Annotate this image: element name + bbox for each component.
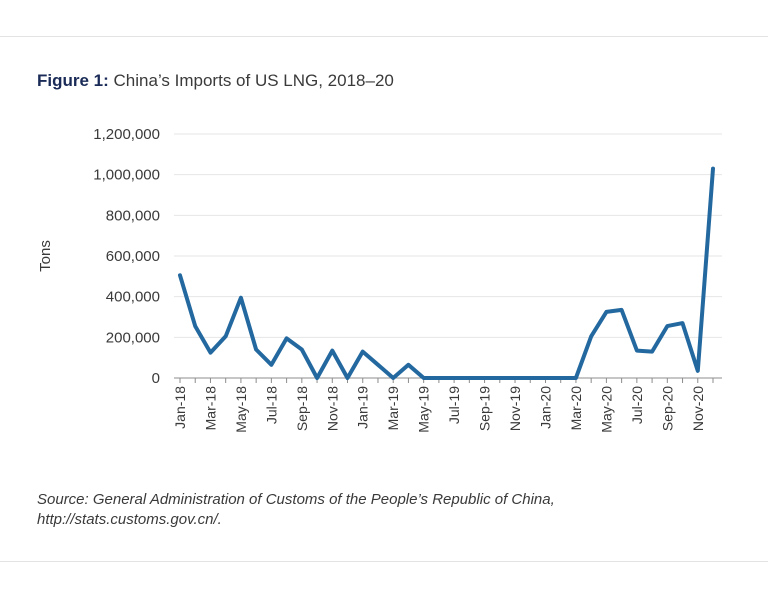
figure-label: Figure 1:	[37, 71, 109, 90]
x-tick-label: Nov-20	[690, 386, 706, 431]
y-tick-label: 600,000	[106, 248, 160, 265]
figure-title-text: China’s Imports of US LNG, 2018–20	[113, 71, 394, 90]
bottom-divider	[0, 561, 768, 562]
x-tick-label: May-18	[233, 386, 249, 433]
line-chart: 0 200,000 400,000 600,000 800,000 1,000,000 1,…	[37, 126, 722, 433]
y-axis-ticks: 0 200,000 400,000 600,000 800,000 1,000,000 1,…	[93, 126, 160, 387]
y-tick-label: 400,000	[106, 289, 160, 306]
x-tick-label: May-20	[598, 386, 614, 433]
x-tick-label: Jul-20	[629, 386, 645, 424]
y-axis-label: Tons	[37, 240, 54, 272]
source-note: Source: General Administration of Custom…	[37, 490, 737, 530]
x-tick-label: May-19	[416, 386, 432, 433]
top-divider	[0, 36, 768, 37]
x-tick-label: Nov-18	[324, 386, 340, 431]
x-tick-label: Mar-20	[568, 386, 584, 431]
x-tick-label: Jan-19	[355, 386, 371, 429]
x-tick-label: Mar-19	[385, 386, 401, 431]
y-tick-label: 800,000	[106, 207, 160, 224]
gridlines	[174, 133, 722, 338]
y-tick-label: 1,200,000	[93, 126, 160, 143]
figure-title: Figure 1: China’s Imports of US LNG, 201…	[37, 71, 394, 91]
x-axis: Jan-18 Mar-18 May-18 Jul-18 Sep-18 Nov-18 Jan-…	[172, 377, 722, 433]
x-tick-label: Sep-20	[659, 386, 675, 431]
x-tick-label: Mar-18	[202, 386, 218, 431]
x-tick-label: Jul-19	[446, 386, 462, 424]
x-tick-label: Sep-19	[477, 386, 493, 431]
x-tick-label: Jan-18	[172, 386, 188, 429]
source-line-2: http://stats.customs.gov.cn/.	[37, 511, 222, 528]
x-tick-label: Sep-18	[294, 386, 310, 431]
x-tick-label: Jul-18	[263, 386, 279, 424]
y-tick-label: 0	[152, 370, 160, 387]
x-tick-label: Nov-19	[507, 386, 523, 431]
series-line-china-lng-imports	[178, 166, 715, 380]
x-tick-label: Jan-20	[537, 386, 553, 429]
y-tick-label: 1,000,000	[93, 167, 160, 184]
y-tick-label: 200,000	[106, 329, 160, 346]
source-line-1: Source: General Administration of Custom…	[37, 491, 555, 508]
